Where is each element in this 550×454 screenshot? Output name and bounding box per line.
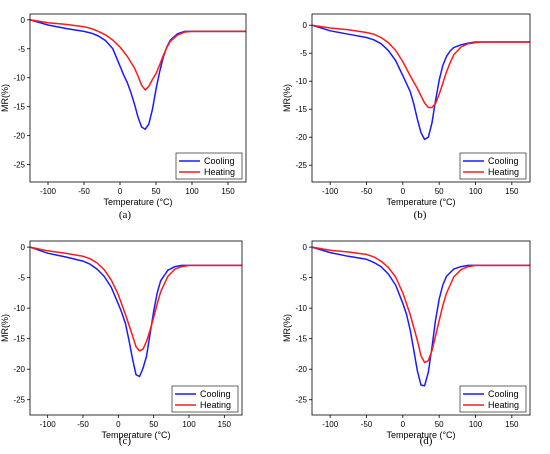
panel-label: (c) bbox=[119, 435, 132, 447]
x-axis-title: Temperature (°C) bbox=[386, 430, 455, 440]
x-tick-label: 0 bbox=[401, 420, 406, 429]
x-tick-label: 150 bbox=[505, 420, 519, 429]
x-tick-label: 50 bbox=[149, 420, 158, 429]
x-axis-title: Temperature (°C) bbox=[386, 197, 455, 207]
x-tick-label: -100 bbox=[322, 420, 339, 429]
x-axis-title: Temperature (°C) bbox=[103, 197, 172, 207]
y-tick-label: -5 bbox=[18, 274, 26, 283]
legend-box bbox=[171, 385, 239, 413]
panel-label: (d) bbox=[420, 435, 433, 447]
y-tick-label: -20 bbox=[295, 133, 307, 142]
y-tick-label: 0 bbox=[303, 243, 308, 252]
y-tick-label: -15 bbox=[13, 335, 25, 344]
legend-box bbox=[459, 152, 527, 180]
y-tick-label: -10 bbox=[13, 304, 25, 313]
y-tick-label: -10 bbox=[13, 74, 25, 83]
x-tick-label: 100 bbox=[182, 420, 196, 429]
x-tick-label: 50 bbox=[435, 420, 444, 429]
legend-box bbox=[175, 152, 243, 180]
y-tick-label: -25 bbox=[13, 396, 25, 405]
x-tick-label: -100 bbox=[40, 187, 57, 196]
series-line-cooling bbox=[311, 246, 530, 387]
x-tick-label: 50 bbox=[152, 187, 161, 196]
x-tick-label: -100 bbox=[322, 187, 339, 196]
y-tick-label: -10 bbox=[295, 304, 307, 313]
panel-a: -100 -50 0 50 100 150 0 -5 -10 -15 -20 -25 Temperatu… bbox=[0, 13, 247, 221]
y-tick-label: -15 bbox=[295, 105, 307, 114]
plot-frame bbox=[311, 240, 531, 416]
x-axis-title: Temperature (°C) bbox=[101, 430, 170, 440]
x-tick-label: 150 bbox=[218, 420, 232, 429]
x-tick-label: 0 bbox=[118, 187, 123, 196]
x-tick-label: 100 bbox=[469, 187, 483, 196]
plot-frame bbox=[29, 240, 243, 416]
x-tick-label: 100 bbox=[469, 420, 483, 429]
x-tick-label: 50 bbox=[435, 187, 444, 196]
series-line-heating bbox=[29, 19, 246, 91]
y-tick-label: 0 bbox=[21, 243, 26, 252]
y-axis-title: MR(%) bbox=[0, 314, 10, 342]
y-tick-label: -15 bbox=[13, 103, 25, 112]
x-tick-label: 100 bbox=[185, 187, 199, 196]
y-tick-label: 0 bbox=[21, 16, 26, 25]
x-tick-label: 150 bbox=[505, 187, 519, 196]
y-tick-label: -5 bbox=[300, 274, 308, 283]
y-axis-title: MR(%) bbox=[282, 84, 292, 112]
y-axis-title: MR(%) bbox=[282, 314, 292, 342]
legend-label-cooling: Cooling bbox=[204, 156, 235, 166]
x-tick-label: -50 bbox=[361, 187, 373, 196]
y-tick-label: -25 bbox=[13, 161, 25, 170]
x-tick-label: -50 bbox=[361, 420, 373, 429]
x-tick-label: -50 bbox=[78, 187, 90, 196]
legend-label-cooling: Cooling bbox=[488, 156, 519, 166]
y-tick-label: -5 bbox=[300, 49, 308, 58]
legend-label-heating: Heating bbox=[488, 400, 519, 410]
panel-label: (b) bbox=[414, 209, 427, 221]
series-line-cooling bbox=[29, 19, 246, 131]
y-axis-title: MR(%) bbox=[0, 84, 10, 112]
x-tick-label: 150 bbox=[221, 187, 235, 196]
legend-label-cooling: Cooling bbox=[488, 389, 519, 399]
y-tick-label: -20 bbox=[295, 365, 307, 374]
y-tick-label: 0 bbox=[303, 21, 308, 30]
panel-b: -100 -50 0 50 100 150 0 -5 -10 -15 -20 -25 Temperatu… bbox=[282, 13, 531, 221]
y-tick-label: -20 bbox=[13, 365, 25, 374]
y-tick-label: -5 bbox=[18, 45, 26, 54]
panel-d: -100 -50 0 50 100 150 0 -5 -10 -15 -20 -25 Temperatu… bbox=[282, 240, 531, 447]
y-tick-label: -20 bbox=[13, 132, 25, 141]
y-tick-label: -25 bbox=[295, 396, 307, 405]
series-line-cooling bbox=[29, 246, 242, 378]
series-line-heating bbox=[311, 24, 530, 109]
panel-c: -100 -50 0 50 100 150 0 -5 -10 -15 -20 -25 Temperatu… bbox=[0, 240, 243, 447]
legend-label-heating: Heating bbox=[204, 167, 235, 177]
x-tick-label: -100 bbox=[40, 420, 57, 429]
plot-frame bbox=[29, 13, 247, 183]
series-line-heating bbox=[29, 246, 242, 352]
legend-box bbox=[459, 385, 527, 413]
x-tick-label: 0 bbox=[401, 187, 406, 196]
x-tick-label: -50 bbox=[77, 420, 89, 429]
legend-label-heating: Heating bbox=[200, 400, 231, 410]
series-line-heating bbox=[311, 246, 530, 364]
plot-frame bbox=[311, 13, 531, 183]
x-tick-label: 0 bbox=[116, 420, 121, 429]
y-tick-label: -25 bbox=[295, 161, 307, 170]
y-tick-label: -10 bbox=[295, 77, 307, 86]
panel-label: (a) bbox=[119, 209, 132, 221]
y-tick-label: -15 bbox=[295, 335, 307, 344]
legend-label-cooling: Cooling bbox=[200, 389, 231, 399]
legend-label-heating: Heating bbox=[488, 167, 519, 177]
